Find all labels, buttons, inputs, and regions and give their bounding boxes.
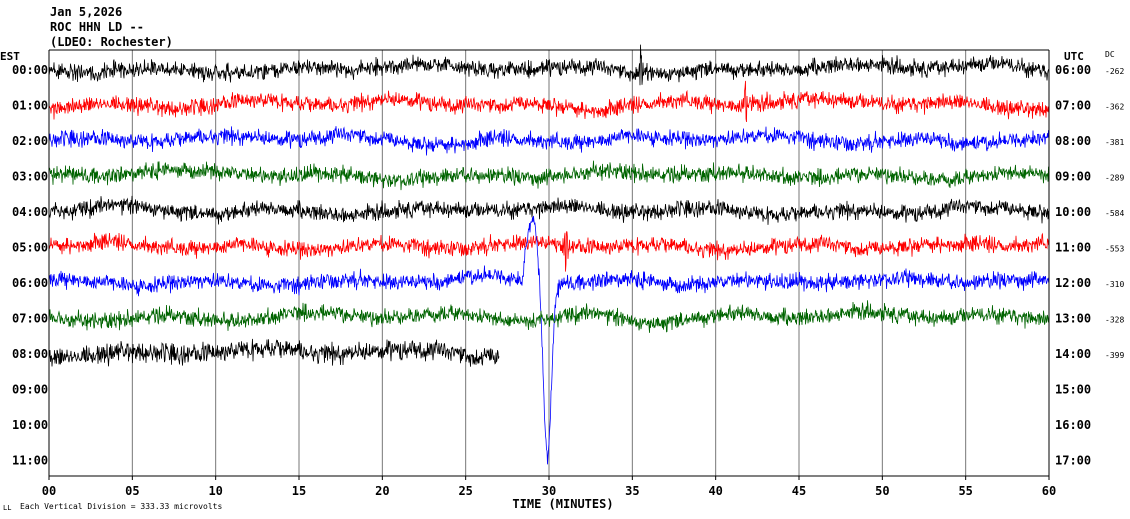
utc-hour-labels: 06:00 07:00 08:00 09:00 10:00 11:00 12:00 13:00…: [1055, 63, 1091, 468]
utc-hour-label: 08:00: [1055, 134, 1091, 148]
x-tick-label: 00: [42, 484, 56, 498]
utc-hour-label: 09:00: [1055, 170, 1091, 184]
header-station: (LDEO: Rochester): [50, 35, 173, 49]
est-hour-label: 05:00: [12, 241, 48, 255]
left-timezone-label: EST: [0, 50, 20, 63]
est-hour-labels: 00:00 01:00 02:00 03:00 04:00 05:00 06:00 07:00…: [12, 63, 48, 468]
utc-hour-label: 15:00: [1055, 383, 1091, 397]
x-tick-label: 50: [875, 484, 889, 498]
est-hour-label: 11:00: [12, 454, 48, 468]
est-hour-label: 09:00: [12, 383, 48, 397]
utc-hour-label: 14:00: [1055, 347, 1091, 361]
x-tick-label: 05: [125, 484, 139, 498]
dc-offset-label: -289: [1105, 174, 1124, 183]
x-axis-title: TIME (MINUTES): [512, 497, 613, 511]
x-tick-label: 35: [625, 484, 639, 498]
dc-offset-label: -584: [1105, 209, 1124, 218]
trace-row-0400: [48, 195, 1050, 225]
dc-header-label: DC: [1105, 50, 1115, 59]
vertical-grid: [131, 50, 967, 476]
utc-hour-label: 07:00: [1055, 99, 1091, 113]
x-tick-label: 40: [708, 484, 722, 498]
dc-offset-label: -310: [1105, 280, 1124, 289]
dc-offset-label: -362: [1105, 103, 1124, 112]
dc-offset-label: -328: [1105, 316, 1124, 325]
logo-mark: LL: [3, 504, 11, 512]
trace-row-0800: [48, 338, 500, 367]
trace-row-0700: [48, 300, 1050, 333]
utc-hour-label: 11:00: [1055, 241, 1091, 255]
est-hour-label: 10:00: [12, 418, 48, 432]
dc-offset-label: -399: [1105, 351, 1124, 360]
est-hour-label: 03:00: [12, 170, 48, 184]
scale-note: Each Vertical Division = 333.33 microvol…: [20, 502, 222, 511]
dc-offset-labels: -262 -362 -381 -289 -584 -553 -310 -328 -399: [1105, 67, 1124, 360]
utc-hour-label: 13:00: [1055, 312, 1091, 326]
est-hour-label: 00:00: [12, 63, 48, 77]
est-hour-label: 07:00: [12, 312, 48, 326]
utc-hour-label: 17:00: [1055, 454, 1091, 468]
header-channel: ROC HHN LD --: [50, 20, 144, 34]
trace-row-0000: [48, 44, 1050, 86]
right-timezone-label: UTC: [1064, 50, 1084, 63]
x-tick-label: 25: [458, 484, 472, 498]
x-tick-labels: 00 05 10 15 20 25 30 35 40 45 50 55 60: [42, 476, 1056, 498]
header-date: Jan 5,2026: [50, 5, 122, 19]
dc-offset-label: -553: [1105, 245, 1124, 254]
x-tick-label: 30: [542, 484, 556, 498]
x-tick-label: 60: [1042, 484, 1056, 498]
x-tick-label: 20: [375, 484, 389, 498]
utc-hour-label: 16:00: [1055, 418, 1091, 432]
x-tick-label: 45: [792, 484, 806, 498]
dc-offset-label: -262: [1105, 67, 1124, 76]
x-tick-label: 15: [292, 484, 306, 498]
trace-row-0300: [48, 160, 1050, 191]
x-tick-label: 10: [208, 484, 222, 498]
trace-row-0500: [48, 231, 1050, 272]
est-hour-label: 06:00: [12, 276, 48, 290]
est-hour-label: 08:00: [12, 347, 48, 361]
est-hour-label: 02:00: [12, 134, 48, 148]
utc-hour-label: 12:00: [1055, 276, 1091, 290]
est-hour-label: 01:00: [12, 99, 48, 113]
trace-row-0200: [48, 126, 1050, 156]
x-tick-label: 55: [958, 484, 972, 498]
utc-hour-label: 06:00: [1055, 63, 1091, 77]
seismic-traces: [48, 44, 1050, 465]
trace-row-0600: [48, 215, 1050, 465]
dc-offset-label: -381: [1105, 138, 1124, 147]
utc-hour-label: 10:00: [1055, 205, 1091, 219]
est-hour-label: 04:00: [12, 205, 48, 219]
trace-row-0100: [48, 80, 1050, 123]
